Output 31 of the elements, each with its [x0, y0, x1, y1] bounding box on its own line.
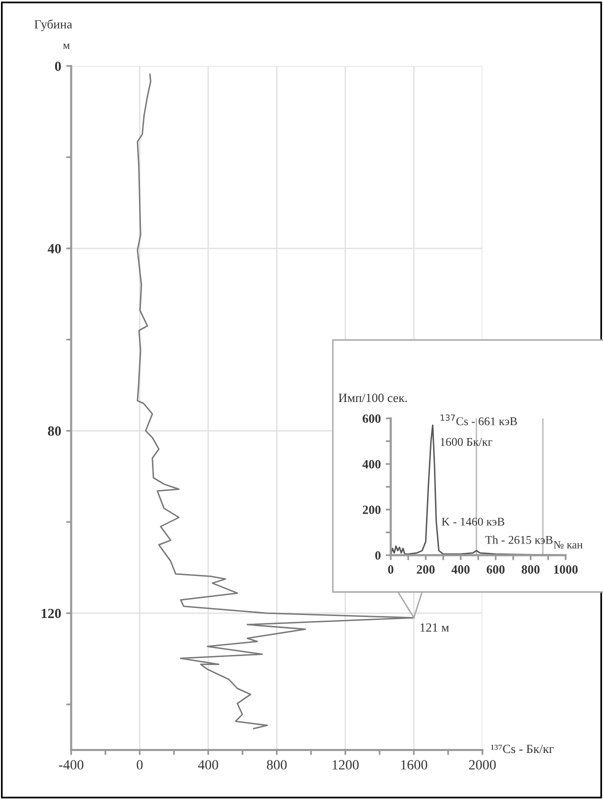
y-tick-label: 600 — [362, 414, 381, 423]
x-tick-label: 2000 — [469, 760, 496, 770]
y-tick-label: 40 — [48, 244, 61, 254]
x-tick-label: 400 — [451, 565, 470, 574]
y-axis-title: Губина м — [34, 19, 72, 49]
annotation: 121 м — [420, 623, 449, 632]
x-tick-label: 0 — [388, 565, 394, 574]
y-tick-label: 0 — [55, 62, 61, 71]
x-axis-title: ¹³⁷Cs - Бк/кг — [491, 744, 554, 754]
x-tick-label: 600 — [486, 565, 505, 574]
x-tick-label: -400 — [58, 760, 84, 770]
x-tick-label: 400 — [198, 760, 218, 770]
x-tick-label: 0 — [136, 760, 143, 770]
x-tick-label: 1000 — [554, 565, 578, 574]
y-tick-label: 200 — [362, 506, 381, 514]
x-tick-label: 1600 — [401, 760, 428, 770]
x-tick-label: 200 — [416, 565, 435, 574]
x-tick-label: 1200 — [332, 760, 359, 770]
y-tick-label: 400 — [362, 460, 381, 468]
annotation: K - 1460 кэВ — [442, 518, 504, 526]
y-tick-label: 120 — [42, 608, 61, 618]
y-axis-title: Имп/100 сек. — [338, 394, 407, 402]
annotation: $^{137}$Cs - 661 кэВ — [440, 414, 517, 426]
x-tick-label: 800 — [522, 565, 540, 574]
x-tick-label: 800 — [266, 760, 287, 770]
line-series — [136, 74, 415, 730]
y-tick-label: 0 — [375, 551, 381, 560]
annotation: Th - 2615 кэВ — [485, 536, 553, 544]
y-tick-label: 80 — [48, 426, 61, 436]
x-axis-title: № кан — [554, 541, 583, 548]
annotation: 1600 Бк/кг — [440, 438, 492, 446]
